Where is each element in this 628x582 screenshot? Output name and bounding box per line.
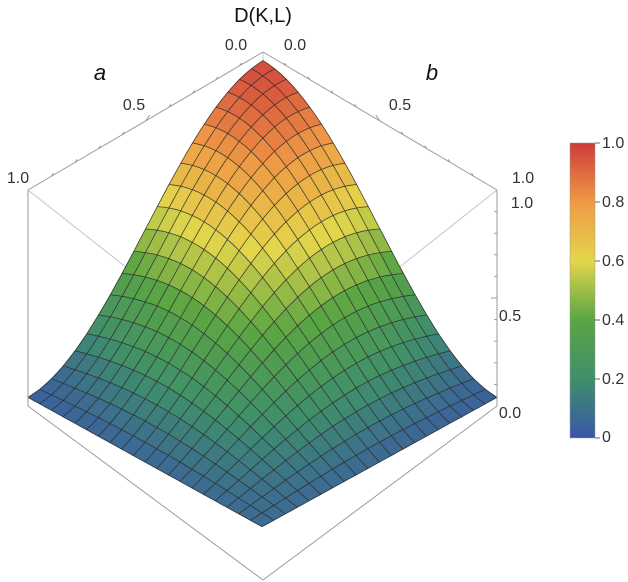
tick-mark — [215, 76, 219, 80]
tick-mark — [424, 145, 428, 149]
y-tick-label-0: 0.0 — [284, 37, 306, 54]
colorbar-gradient — [569, 142, 596, 439]
mesh-line — [63, 365, 298, 508]
colorbar-tick-0: 0 — [602, 429, 611, 446]
mesh-line — [74, 350, 310, 502]
tick-mark — [192, 90, 196, 94]
colorbar-tick-2: 0.4 — [602, 312, 624, 329]
tick-mark — [447, 159, 451, 163]
tick-mark — [51, 172, 55, 177]
z-axis-label: D(K,L) — [234, 5, 292, 27]
colorbar-tick-4: 0.8 — [602, 194, 624, 211]
mesh-line — [156, 251, 392, 469]
tick-mark — [307, 76, 311, 80]
colorbar-ticks — [595, 142, 600, 439]
z-tick-label-1: 0.5 — [499, 308, 521, 325]
axis-tick-marks — [51, 62, 497, 385]
tick-mark — [330, 90, 334, 94]
tick-mark — [168, 103, 172, 108]
mesh-line — [121, 273, 357, 476]
mesh-line — [168, 273, 404, 476]
colorbar-tick-5: 1.0 — [602, 135, 624, 152]
z-tick-label-0: 0.0 — [499, 405, 521, 422]
tick-mark — [74, 159, 78, 163]
mesh-line — [191, 314, 427, 489]
x-tick-label-1: 0.5 — [123, 97, 145, 114]
tick-mark — [375, 114, 381, 122]
mesh-line — [39, 388, 275, 521]
x-axis-label: a — [94, 60, 106, 85]
tick-mark — [400, 131, 404, 136]
tick-mark — [354, 103, 358, 108]
mesh-line — [144, 228, 381, 463]
mesh-line — [238, 378, 474, 515]
y-tick-label-2: 1.0 — [512, 170, 534, 187]
x-tick-label-2: 1.0 — [7, 170, 29, 187]
tick-mark — [283, 62, 287, 67]
colorbar: 0 0.2 0.4 0.6 0.8 1.0 — [569, 135, 624, 446]
mesh-line — [226, 365, 463, 508]
mesh-line — [203, 333, 439, 495]
y-tick-label-1: 0.5 — [389, 97, 411, 114]
tick-mark — [239, 62, 243, 67]
y-axis-label: b — [426, 60, 438, 85]
tick-mark — [145, 114, 151, 122]
tick-mark — [121, 131, 125, 136]
mesh-line — [27, 397, 263, 528]
mesh-line — [110, 294, 345, 482]
z-tick-label-2: 1.0 — [511, 195, 533, 212]
surface-mesh — [27, 60, 498, 528]
mesh-line — [214, 350, 451, 502]
mesh-line — [86, 333, 322, 495]
surface — [27, 60, 498, 528]
mesh-line — [179, 294, 416, 482]
tick-mark — [98, 145, 102, 149]
mesh-line — [98, 314, 333, 489]
tick-mark — [471, 172, 475, 177]
mesh-line — [250, 388, 486, 521]
x-tick-label-0: 0.0 — [225, 37, 247, 54]
mesh-line — [51, 378, 286, 515]
colorbar-tick-3: 0.6 — [602, 253, 624, 270]
mesh-line — [261, 397, 498, 528]
mesh-line — [133, 251, 369, 469]
colorbar-tick-1: 0.2 — [602, 371, 624, 388]
